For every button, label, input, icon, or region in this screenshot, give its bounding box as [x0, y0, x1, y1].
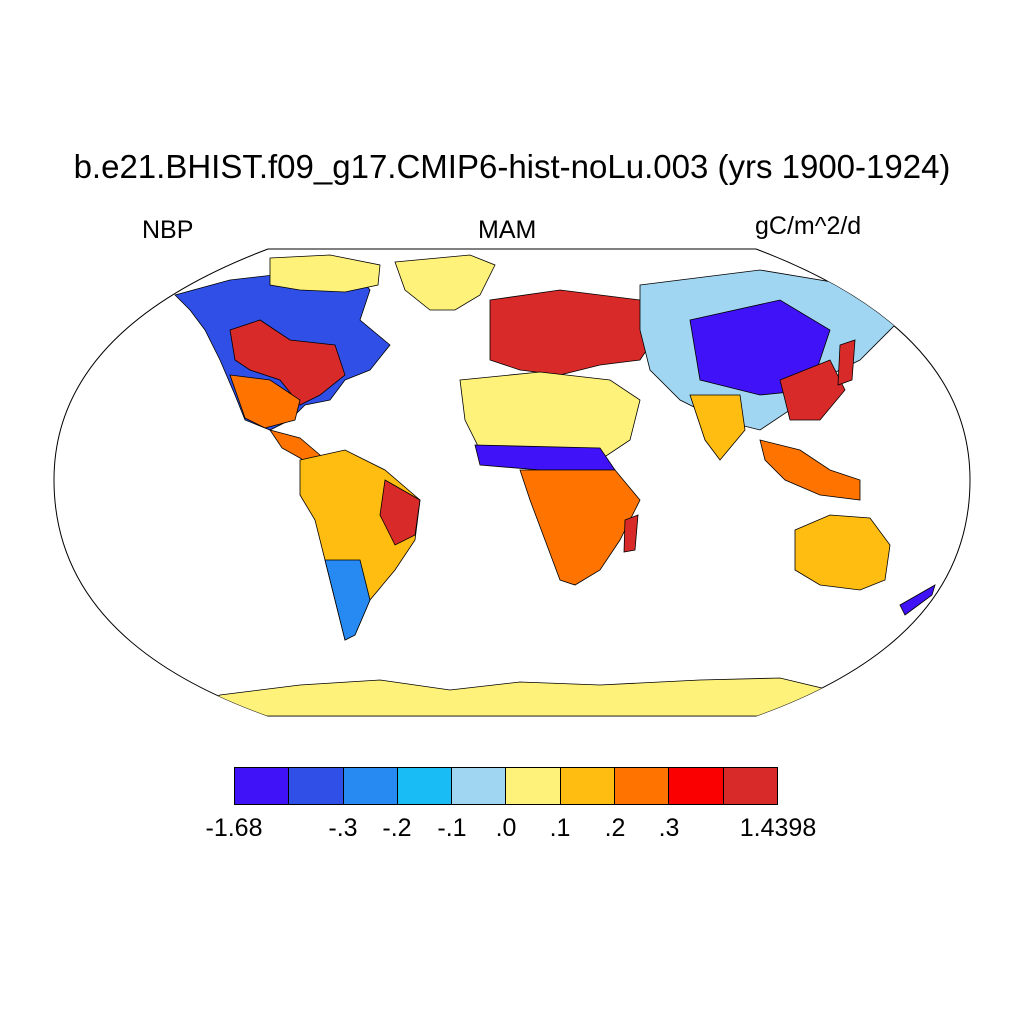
colorbar-swatch — [235, 768, 290, 804]
colorbar-tick-label: -.1 — [437, 814, 467, 842]
japan — [837, 339, 856, 386]
season-label: MAM — [478, 216, 537, 244]
colorbar-swatch — [452, 768, 507, 804]
india — [689, 394, 746, 461]
madagascar — [623, 514, 639, 553]
colorbar — [234, 767, 778, 805]
sa-northeast-red — [379, 479, 421, 546]
na-south-orange — [229, 374, 301, 429]
antarctica — [179, 677, 851, 716]
colorbar-tick-label: -.2 — [382, 814, 412, 842]
se-asia — [759, 439, 861, 501]
colorbar-tick-label: .1 — [549, 814, 571, 842]
map-title: b.e21.BHIST.f09_g17.CMIP6-hist-noLu.003 … — [73, 148, 951, 185]
africa-south — [519, 469, 641, 586]
asia-east-red — [779, 359, 846, 421]
variable-label: NBP — [142, 216, 194, 244]
colorbar-swatch — [397, 768, 453, 804]
colorbar-tick-label: -1.68 — [205, 814, 263, 842]
africa-sahel-blue — [474, 444, 616, 471]
colorbar-tick-label: .3 — [658, 814, 680, 842]
colorbar-swatch — [669, 768, 724, 804]
australia — [794, 514, 891, 591]
units-label: gC/m^2/d — [755, 212, 862, 240]
colorbar-swatch — [615, 768, 670, 804]
colorbar-tick-label: 1.4398 — [739, 814, 817, 842]
colorbar-tick-label: .2 — [604, 814, 626, 842]
colorbar-swatch — [506, 768, 561, 804]
colorbar-tick-label: -.3 — [328, 814, 358, 842]
colorbar-swatch — [289, 768, 344, 804]
greenland — [394, 254, 496, 311]
sa-south-blue — [324, 559, 371, 641]
colorbar-swatch — [560, 768, 616, 804]
colorbar-swatch — [343, 768, 398, 804]
europe — [489, 289, 661, 376]
colorbar-tick-label: .0 — [495, 814, 517, 842]
africa-north — [459, 371, 641, 463]
new-zealand — [899, 584, 936, 616]
na-east-red — [229, 319, 346, 406]
colorbar-swatch — [723, 768, 777, 804]
canada-arctic — [269, 254, 381, 293]
